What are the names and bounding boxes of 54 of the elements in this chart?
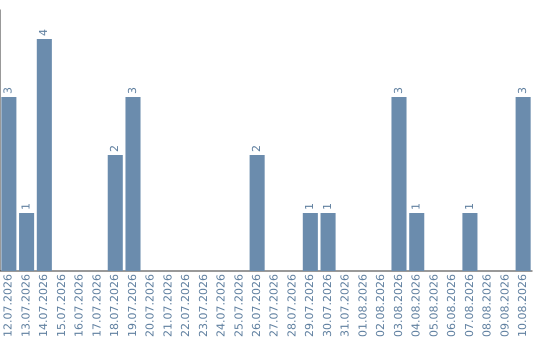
data-label: 1 [303,203,316,210]
x-tick-label: 01.08.2026 [356,274,370,338]
x-tick-label: 12.07.2026 [2,274,15,338]
data-label: 1 [462,203,476,210]
x-tick-label: 17.07.2026 [90,274,104,338]
x-tick-label: 05.08.2026 [427,274,440,338]
data-label: 3 [126,87,139,94]
x-tick-label: 08.08.2026 [480,274,494,338]
bar [516,97,531,272]
bar [250,155,265,272]
x-tick-label: 03.08.2026 [392,274,405,338]
x-tick-label: 20.07.2026 [144,274,157,338]
x-tick-label: 13.07.2026 [19,274,32,338]
x-tick-label: 16.07.2026 [72,274,86,338]
data-label: 1 [19,203,32,210]
data-label: 3 [392,87,405,94]
bar [391,97,407,272]
x-tick-label: 29.07.2026 [303,274,316,338]
x-tick-label: 25.07.2026 [232,274,246,338]
x-tick-label: 06.08.2026 [445,274,458,338]
x-tick-label: 10.08.2026 [516,274,529,338]
x-tick-label: 02.08.2026 [374,274,388,338]
bar [108,155,123,272]
x-tick-label: 26.07.2026 [250,274,263,338]
x-tick-label: 30.07.2026 [320,274,334,338]
x-tick-label: 28.07.2026 [285,274,298,338]
bar [1,97,16,272]
x-tick-label: 31.07.2026 [338,274,352,338]
bar [19,213,34,272]
x-tick-label: 14.07.2026 [37,274,50,338]
data-label: 3 [516,87,529,94]
x-tick-label: 19.07.2026 [126,274,139,338]
x-tick-label: 23.07.2026 [196,274,210,338]
x-tick-label: 09.08.2026 [498,274,512,338]
bar [462,213,478,272]
x-tick-label: 04.08.2026 [410,274,423,338]
data-label: 1 [320,203,334,210]
bar [320,213,336,272]
x-tick-label: 27.07.2026 [268,274,281,338]
data-label: 3 [2,87,15,94]
data-label: 4 [37,29,50,36]
bar [125,97,141,272]
x-tick-label: 15.07.2026 [54,274,68,338]
x-tick-label: 24.07.2026 [214,274,228,338]
data-label: 1 [410,203,423,210]
data-label: 2 [250,145,263,152]
bar [302,213,318,272]
x-tick-label: 22.07.2026 [179,274,192,338]
bar [409,213,424,272]
data-label: 2 [108,145,122,152]
x-tick-label: 18.07.2026 [108,274,122,338]
x-tick-label: 21.07.2026 [161,274,174,338]
bar [36,39,52,272]
x-tick-label: 07.08.2026 [462,274,476,338]
